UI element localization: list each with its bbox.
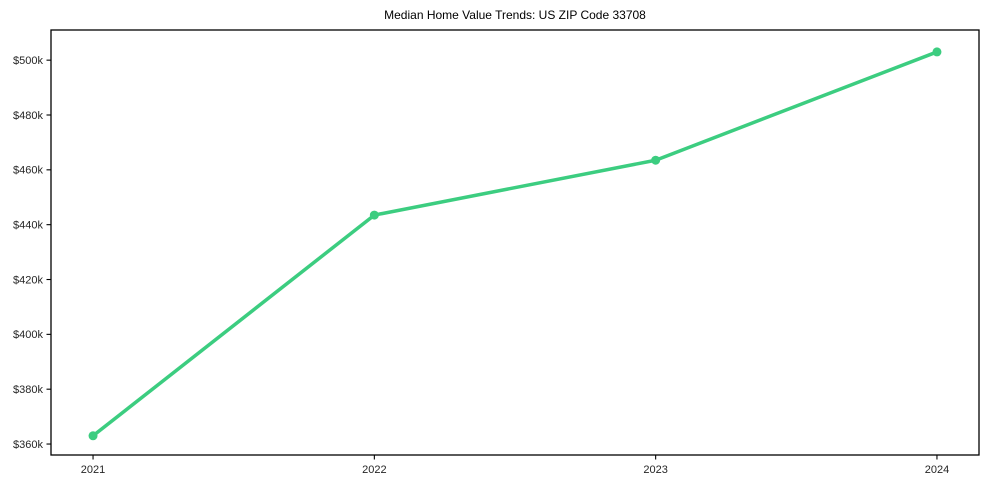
y-tick-label: $500k <box>13 55 43 67</box>
chart-title: Median Home Value Trends: US ZIP Code 33… <box>384 8 646 22</box>
data-point-2021 <box>88 431 98 441</box>
plot-area <box>50 29 980 456</box>
x-tick-label: 2023 <box>643 464 667 476</box>
data-point-2022 <box>369 210 379 220</box>
data-point-2024 <box>932 47 942 57</box>
y-tick-label: $360k <box>13 439 43 451</box>
y-tick-label: $460k <box>13 165 43 177</box>
y-tick-label: $420k <box>13 274 43 286</box>
x-tick-label: 2024 <box>925 464 949 476</box>
x-tick-label: 2021 <box>81 464 105 476</box>
data-point-2023 <box>651 155 661 165</box>
trend-line <box>91 50 939 438</box>
x-tick-label: 2022 <box>362 464 386 476</box>
y-tick-label: $480k <box>13 110 43 122</box>
y-tick-label: $440k <box>13 220 43 232</box>
y-tick-label: $400k <box>13 329 43 341</box>
y-tick-label: $380k <box>13 384 43 396</box>
